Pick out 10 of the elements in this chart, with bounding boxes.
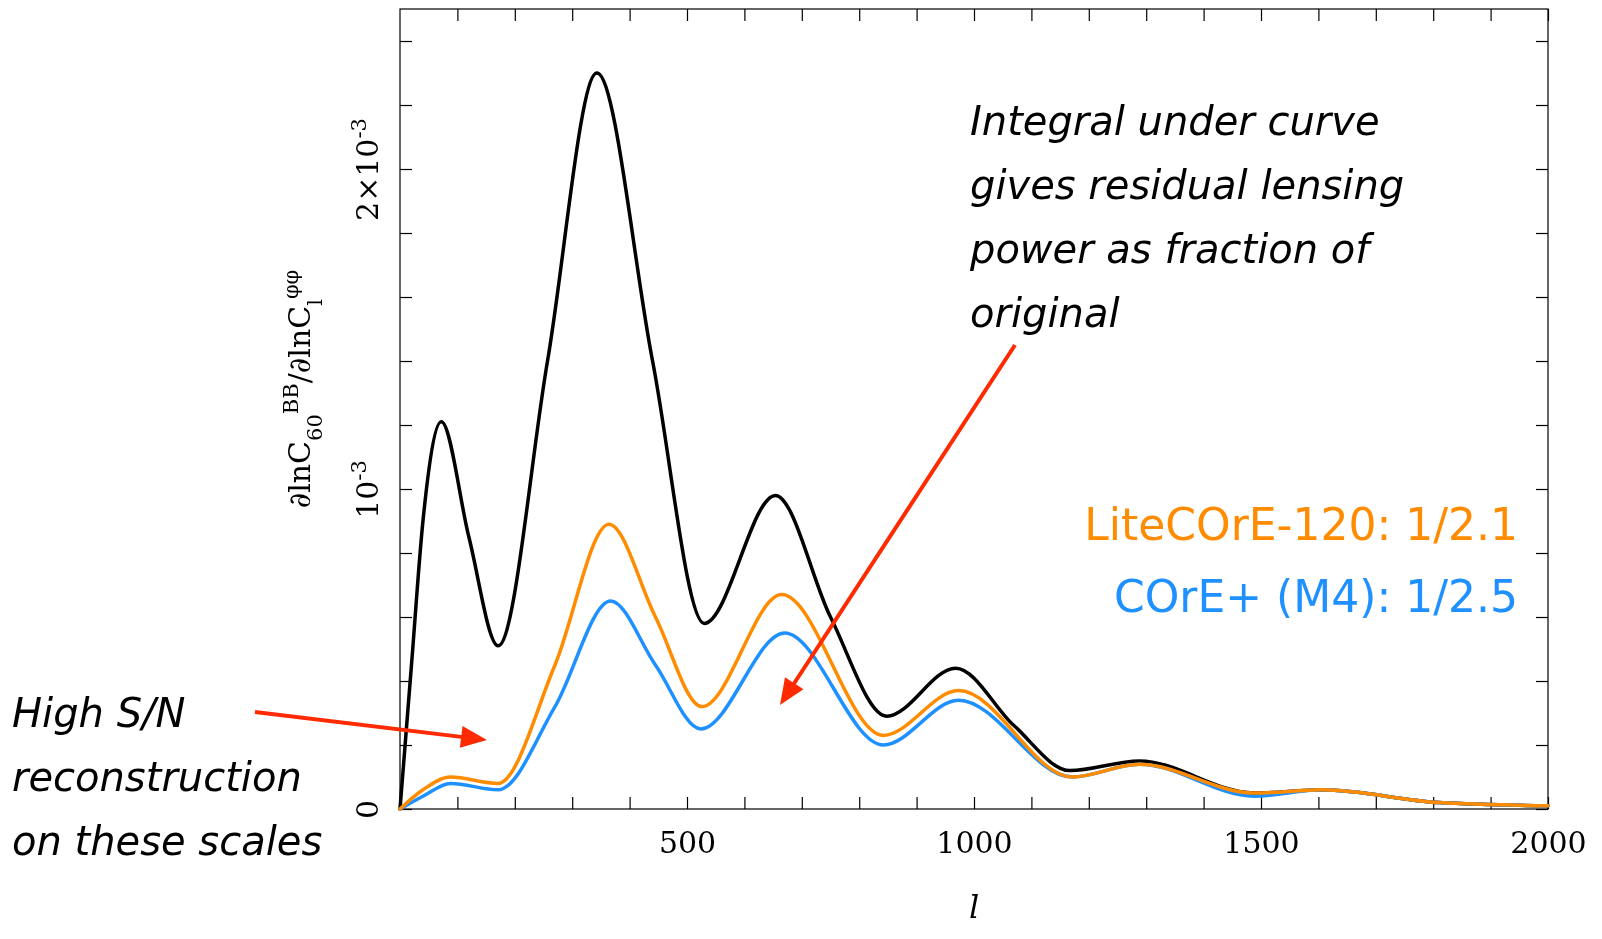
text: LiteCOrE-120: 1/2.1: [1084, 499, 1518, 550]
x-tick-label: 1500: [1223, 825, 1300, 860]
annotation: Integral under curve gives residual lensing power as fraction of original: [969, 98, 1405, 336]
y-tick-label: 0: [350, 799, 385, 820]
text: COrE+ (M4): 1/2.5: [1114, 571, 1518, 622]
x-tick-label: 500: [658, 825, 717, 860]
x-axis-title: l: [968, 888, 980, 926]
x-tick-label: 2000: [1510, 825, 1587, 860]
x-tick-label: 1000: [936, 825, 1013, 860]
text: High S/N reconstruction on these scales: [12, 690, 323, 864]
